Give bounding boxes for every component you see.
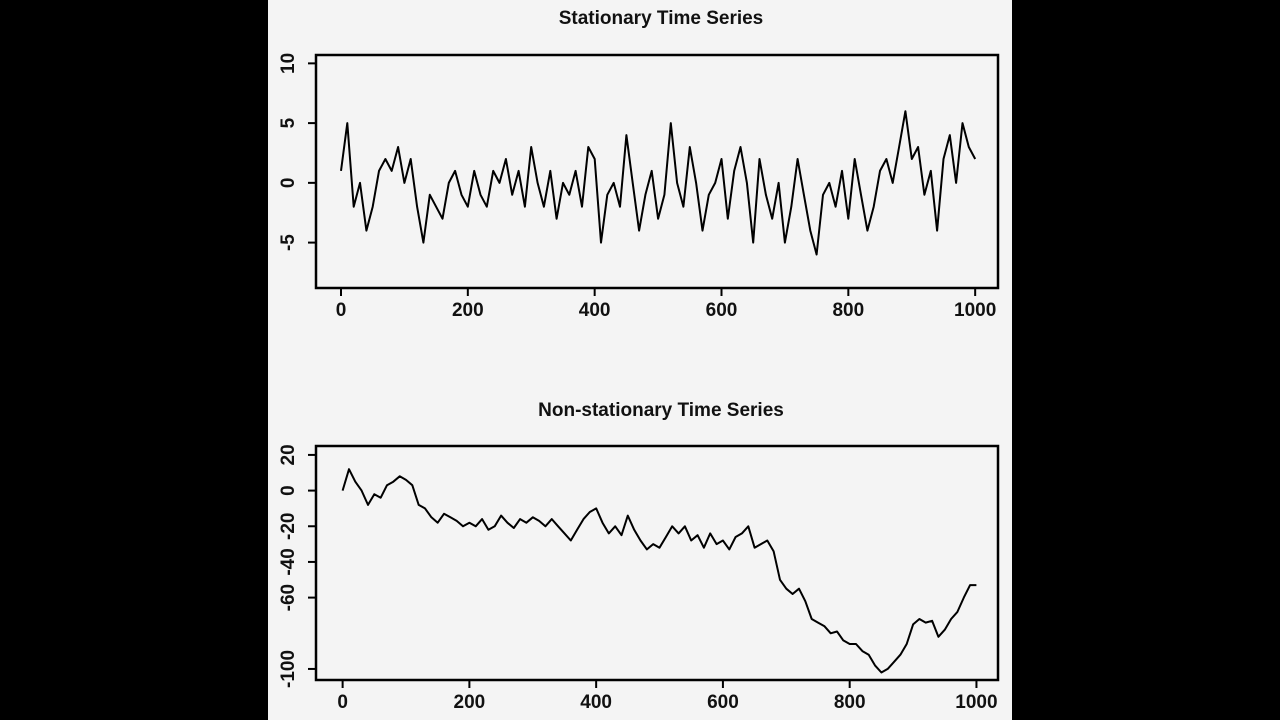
y-tick-label: -20 — [278, 513, 299, 540]
plot-frame — [314, 444, 1000, 682]
x-tick-label: 800 — [834, 692, 866, 713]
y-tick-label: 0 — [278, 485, 299, 496]
x-tick-label: 200 — [454, 692, 486, 713]
y-tick-label: -5 — [278, 234, 299, 251]
x-tick-label: 400 — [579, 300, 611, 321]
y-tick-label: 10 — [278, 53, 299, 74]
x-tick-label: 600 — [706, 300, 738, 321]
x-tick-label: 400 — [580, 692, 612, 713]
x-tick-label: 0 — [336, 300, 347, 321]
chart-title: Non-stationary Time Series — [538, 400, 784, 421]
x-tick-label: 0 — [337, 692, 348, 713]
y-tick-label: 0 — [278, 178, 299, 189]
plot-panel — [268, 0, 1012, 720]
y-tick-label: 5 — [278, 117, 299, 128]
y-tick-label: -40 — [278, 548, 299, 575]
x-tick-label: 600 — [707, 692, 739, 713]
chart-title: Stationary Time Series — [559, 8, 764, 29]
series-line — [341, 468, 977, 674]
series-line — [340, 110, 977, 256]
y-tick-label: -100 — [278, 650, 299, 688]
y-tick-label: 20 — [278, 444, 299, 465]
x-tick-label: 1000 — [954, 300, 996, 321]
x-tick-label: 1000 — [955, 692, 997, 713]
x-tick-label: 800 — [832, 300, 864, 321]
x-tick-label: 200 — [452, 300, 484, 321]
y-tick-label: -60 — [278, 584, 299, 611]
plot-frame — [314, 53, 1000, 290]
